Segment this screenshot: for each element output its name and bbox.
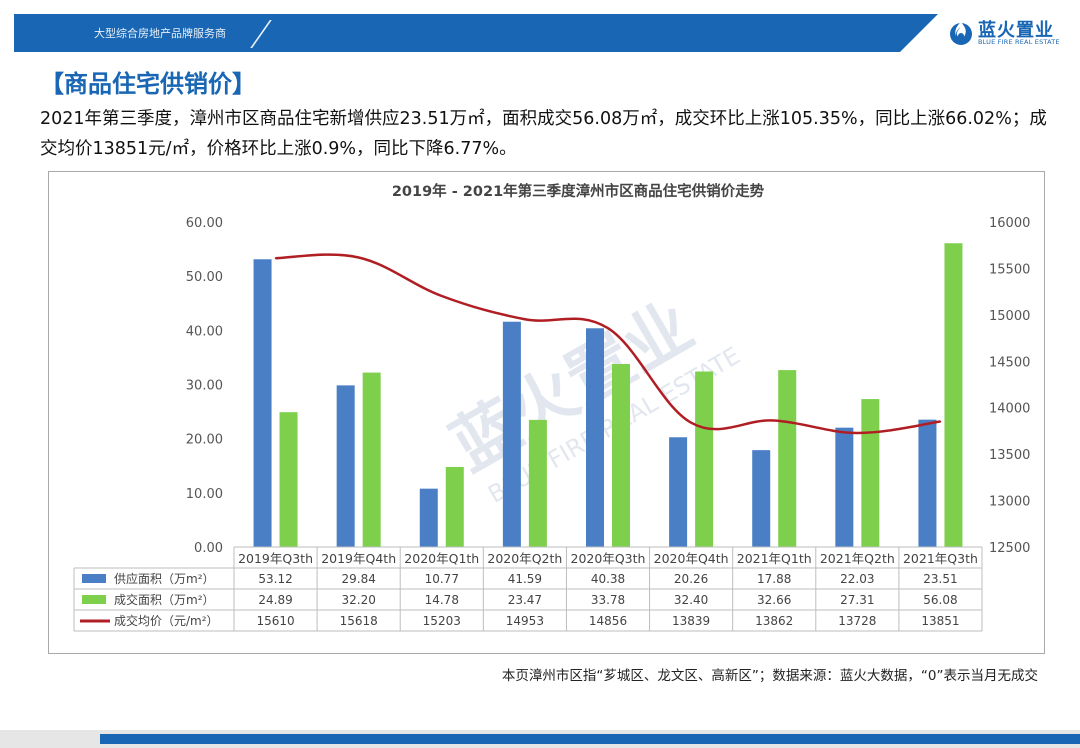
- supply-bar: [336, 385, 355, 547]
- table-value: 13851: [921, 614, 959, 628]
- table-value: 24.89: [258, 593, 292, 607]
- right-axis-tick: 13500: [989, 448, 1030, 463]
- table-value: 20.26: [674, 572, 708, 586]
- right-axis-tick: 14500: [989, 355, 1030, 370]
- category-label: 2020年Q2th: [487, 551, 562, 566]
- supply-bar: [752, 450, 771, 547]
- left-axis-tick: 50.00: [186, 270, 223, 285]
- footnote: 本页漳州市区指“芗城区、龙文区、高新区”；数据来源：蓝火大数据，“0”表示当月无…: [501, 668, 1038, 684]
- sales-bar: [612, 364, 630, 547]
- left-axis-tick: 20.00: [186, 433, 223, 448]
- table-value: 41.59: [508, 572, 542, 586]
- table-value: 15618: [340, 614, 378, 628]
- table-value: 10.77: [425, 572, 459, 586]
- category-label: 2020年Q4th: [654, 551, 729, 566]
- logo-english: BLUE FIRE REAL ESTATE: [978, 38, 1060, 46]
- supply-bar: [918, 419, 937, 547]
- table-value: 15610: [256, 614, 294, 628]
- sales-bar: [778, 370, 797, 547]
- category-label: 2020年Q3th: [571, 551, 646, 566]
- supply-bar: [835, 427, 854, 547]
- sales-bar: [695, 371, 714, 547]
- header-tagline: 大型综合房地产品牌服务商: [94, 27, 226, 40]
- table-value: 32.40: [674, 593, 708, 607]
- right-axis-tick: 12500: [989, 541, 1030, 556]
- sales-bar: [944, 243, 963, 547]
- avg-price-point: [440, 295, 443, 297]
- avg-price-point: [274, 257, 277, 260]
- table-value: 23.47: [508, 593, 542, 607]
- table-value: 27.31: [840, 593, 874, 607]
- chart-title: 2019年 - 2021年第三季度漳州市区商品住宅供销价走势: [392, 182, 765, 200]
- legend-swatch: [82, 574, 106, 583]
- legend-label: 成交均价（元/m²）: [114, 613, 219, 628]
- footer-accent-bar: [100, 734, 1080, 744]
- sales-bar: [861, 399, 880, 547]
- category-label: 2021年Q3th: [903, 551, 978, 566]
- table-value: 32.66: [757, 593, 791, 607]
- avg-price-point: [607, 327, 609, 330]
- category-label: 2019年Q3th: [238, 551, 313, 566]
- legend-label: 供应面积（万m²）: [114, 571, 215, 586]
- summary-paragraph: 2021年第三季度，漳州市区商品住宅新增供应23.51万㎡，面积成交56.08万…: [40, 109, 1047, 159]
- table-value: 14.78: [425, 593, 459, 607]
- table-value: 32.20: [341, 593, 375, 607]
- supply-bar: [586, 328, 604, 547]
- avg-price-point: [524, 318, 526, 321]
- table-value: 29.84: [341, 572, 375, 586]
- sales-bar: [445, 466, 464, 547]
- table-value: 14953: [506, 614, 544, 628]
- avg-price-point: [856, 432, 859, 434]
- avg-price-point: [939, 420, 942, 423]
- right-axis-tick: 15000: [989, 309, 1030, 324]
- category-label: 2020年Q1th: [404, 551, 479, 566]
- header-divider: [250, 20, 272, 48]
- table-value: 53.12: [258, 572, 292, 586]
- logo-name: 蓝火置业: [978, 20, 1054, 41]
- supply-bar: [419, 488, 438, 547]
- legend-label: 成交面积（万m²）: [114, 592, 215, 607]
- left-axis-tick: 0.00: [194, 541, 223, 556]
- right-axis-tick: 16000: [989, 216, 1030, 231]
- avg-price-point: [773, 419, 776, 422]
- sales-bar: [362, 372, 381, 547]
- flame-logo-icon: [950, 22, 972, 45]
- sales-bar: [528, 419, 547, 547]
- category-label: 2019年Q4th: [321, 551, 396, 566]
- right-axis-tick: 13000: [989, 495, 1030, 510]
- supply-bar: [502, 321, 521, 547]
- header-bar: 大型综合房地产品牌服务商: [14, 14, 1072, 52]
- supply-bar: [669, 437, 688, 547]
- table-value: 40.38: [591, 572, 625, 586]
- table-value: 23.51: [923, 572, 957, 586]
- table-value: 13728: [838, 614, 876, 628]
- table-value: 17.88: [757, 572, 791, 586]
- category-label: 2021年Q1th: [737, 551, 812, 566]
- table-value: 13862: [755, 614, 793, 628]
- table-value: 13839: [672, 614, 710, 628]
- table-value: 33.78: [591, 593, 625, 607]
- avg-price-point: [690, 421, 692, 424]
- section-title: 【商品住宅供销价】: [40, 70, 256, 98]
- sales-bar: [279, 412, 298, 547]
- supply-bar: [253, 259, 272, 547]
- right-axis-tick: 15500: [989, 262, 1030, 277]
- legend-swatch: [82, 595, 106, 604]
- table-value: 14856: [589, 614, 627, 628]
- avg-price-point: [357, 256, 360, 259]
- table-value: 15203: [423, 614, 461, 628]
- left-axis-tick: 10.00: [186, 487, 223, 502]
- left-axis-tick: 30.00: [186, 379, 223, 394]
- left-axis-tick: 40.00: [186, 324, 223, 339]
- category-label: 2021年Q2th: [820, 551, 895, 566]
- table-value: 56.08: [923, 593, 957, 607]
- left-axis-tick: 60.00: [186, 216, 223, 231]
- right-axis-tick: 14000: [989, 402, 1030, 417]
- table-value: 22.03: [840, 572, 874, 586]
